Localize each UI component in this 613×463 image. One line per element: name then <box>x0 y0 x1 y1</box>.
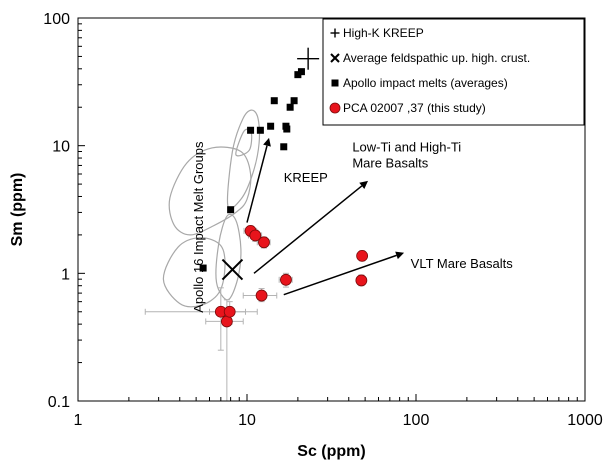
annotation-label: KREEP <box>284 170 328 185</box>
y-tick-label: 0.1 <box>48 394 70 411</box>
y-tick-label: 10 <box>52 139 70 156</box>
legend-x-marker <box>330 53 340 63</box>
legend-circle-marker <box>329 102 341 114</box>
square-point <box>256 126 264 134</box>
legend-entry-label: Apollo impact melts (averages) <box>343 76 508 90</box>
impact-melt-region-outline <box>168 146 252 236</box>
impact-melt-region-outline <box>226 109 261 210</box>
trend-arrow-head <box>263 137 271 147</box>
square-point <box>290 97 298 105</box>
trend-arrow-line <box>246 145 268 223</box>
square-point <box>294 71 302 79</box>
x-tick-label: 1 <box>74 412 83 429</box>
impact-melt-regions <box>162 109 261 308</box>
legend-square-marker <box>331 79 339 87</box>
square-point <box>283 125 291 133</box>
legend-entry-label: PCA 02007 ,37 (this study) <box>343 101 486 115</box>
circle-point <box>223 305 236 318</box>
x-point-b <box>221 258 244 281</box>
square-point <box>227 206 235 214</box>
circle-point <box>258 236 270 249</box>
x-tick-label: 100 <box>403 412 430 429</box>
circle-point <box>280 273 292 286</box>
plus-point <box>297 47 320 70</box>
circle-point <box>220 315 233 328</box>
x-axis-title: Sc (ppm) <box>297 443 365 460</box>
trend-arrows <box>246 137 405 296</box>
x-tick-label: 10 <box>238 412 256 429</box>
square-point <box>280 143 288 151</box>
legend: High-K KREEP Average feldspathic up. high… <box>322 18 585 126</box>
circle-point <box>355 274 368 287</box>
legend-box <box>322 18 585 126</box>
annotation-label: VLT Mare Basalts <box>411 256 514 271</box>
legend-entry-label: High-K KREEP <box>343 26 424 40</box>
circle-point <box>255 289 268 302</box>
y-axis-title: Sm (ppm) <box>9 173 26 247</box>
x-point <box>221 258 244 281</box>
annotations: KREEP Low-Ti and High-Ti Mare Basalts VLT M… <box>191 140 513 313</box>
circle-point <box>249 229 262 242</box>
trend-arrow-head <box>395 251 405 260</box>
legend-plus-marker <box>330 28 340 38</box>
annotation-label: Low-Ti and High-Ti Mare Basalts <box>352 140 461 171</box>
plot-frame <box>77 17 586 402</box>
annotation-line: Mare Basalts <box>352 156 428 171</box>
y-tick-label: 1 <box>61 266 70 283</box>
region-label: Apollo 16 Impact Melt Groups <box>191 141 206 313</box>
error-bars <box>144 225 366 402</box>
y-tick-label: 100 <box>43 11 70 28</box>
legend-x-marker-b <box>330 53 340 63</box>
x-tick-label: 1000 <box>567 412 603 429</box>
square-point <box>267 122 275 130</box>
data-points <box>199 47 369 328</box>
square-point <box>199 264 207 272</box>
circle-point <box>356 249 369 262</box>
legend-entry-label: Average feldspathic up. high. crust. <box>343 51 530 65</box>
square-point <box>297 68 305 76</box>
square-point <box>247 126 255 134</box>
square-point <box>270 97 278 105</box>
trend-arrow-line <box>253 185 363 274</box>
impact-melt-region-outline <box>162 237 226 308</box>
trend-arrow-line <box>283 254 397 296</box>
trend-arrow-head <box>359 180 369 190</box>
square-point <box>286 103 294 111</box>
impact-melt-region-outline <box>215 213 242 301</box>
annotation-line: Low-Ti and High-Ti <box>352 140 461 155</box>
